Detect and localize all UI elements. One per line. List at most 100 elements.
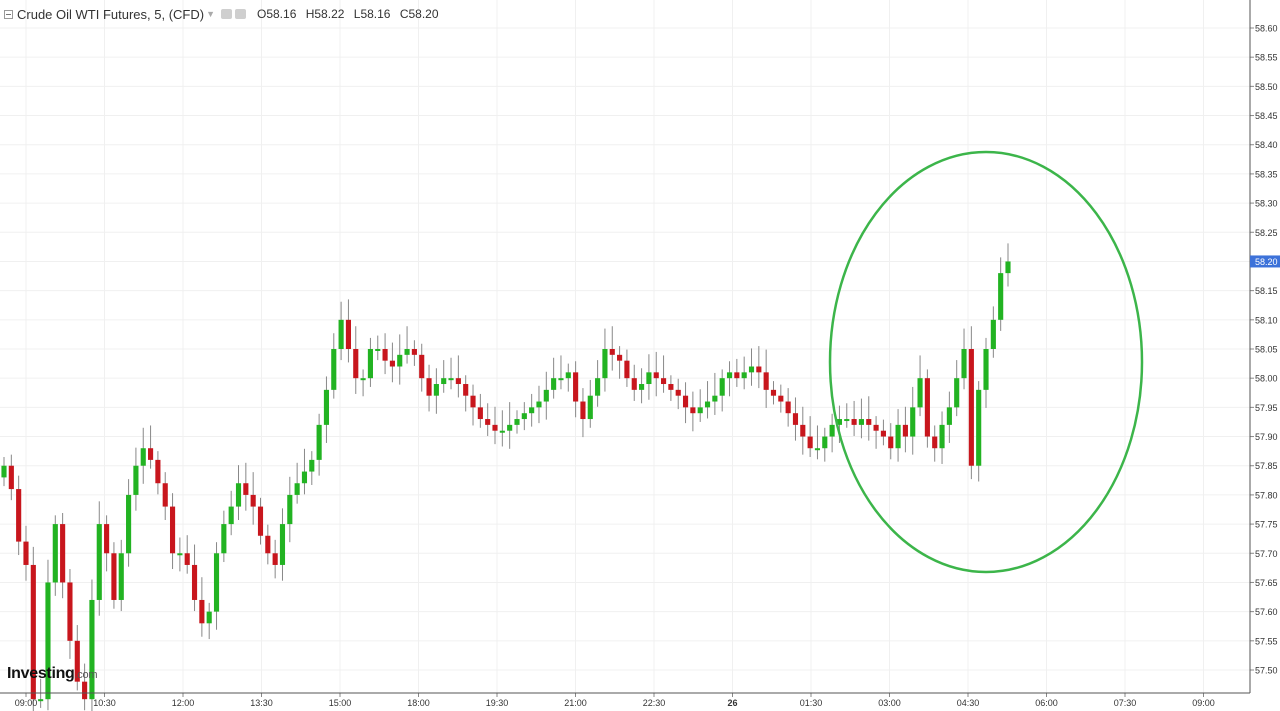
candle-body <box>778 395 784 402</box>
candles <box>1 243 1011 711</box>
candle-body <box>1005 261 1011 274</box>
logo-main: Investing <box>7 665 75 682</box>
candle-body <box>910 407 916 437</box>
candle-body <box>792 413 799 425</box>
candle-body <box>844 419 850 422</box>
candle-body <box>38 699 44 702</box>
candle-body <box>257 506 264 536</box>
open-value: O58.16 <box>257 7 297 21</box>
candle-body <box>485 419 491 425</box>
candle-body <box>323 389 330 425</box>
candle-body <box>140 448 146 466</box>
candle-body <box>924 378 930 437</box>
candle-body <box>529 407 535 414</box>
logo-suffix: .com <box>74 669 98 681</box>
highlight-ellipse <box>828 150 1144 574</box>
candle-body <box>191 564 198 600</box>
candle-body <box>30 564 36 700</box>
candle-body <box>631 378 637 390</box>
candle-body <box>426 378 432 396</box>
y-tick-label: 57.55 <box>1255 636 1278 646</box>
collapse-icon[interactable] <box>4 9 13 19</box>
candle-body <box>235 483 242 507</box>
y-tick-label: 57.70 <box>1255 549 1278 559</box>
candle-body <box>455 378 461 385</box>
candle-body <box>104 524 110 554</box>
candle-body <box>734 372 740 379</box>
candle-body <box>888 436 894 449</box>
y-tick-label: 58.40 <box>1255 140 1278 150</box>
candle-body <box>976 389 982 466</box>
candle-body <box>272 553 278 565</box>
y-tick-label: 58.25 <box>1255 228 1278 238</box>
last-price-label: 58.20 <box>1255 257 1278 267</box>
candle-body <box>118 553 124 600</box>
candle-body <box>375 349 381 351</box>
y-tick-label: 57.80 <box>1255 490 1278 500</box>
grid <box>0 0 1250 693</box>
candle-body <box>587 395 593 420</box>
candle-body <box>595 378 601 396</box>
y-tick-label: 57.95 <box>1255 403 1278 413</box>
last-price-badge <box>1250 255 1280 268</box>
candle-body <box>836 419 843 425</box>
candle-body <box>382 349 388 361</box>
candle-body <box>279 524 286 565</box>
chevron-down-icon[interactable]: ▼ <box>206 9 215 19</box>
candle-body <box>660 378 667 385</box>
x-tick-label: 26 <box>727 698 737 708</box>
candle-body <box>126 494 132 554</box>
candle-body <box>60 524 66 583</box>
x-tick-label: 13:30 <box>250 698 273 708</box>
candle-body <box>851 419 857 425</box>
candle-body <box>309 459 315 472</box>
candle-body <box>199 599 205 624</box>
candle-body <box>162 483 168 507</box>
candle-body <box>990 319 996 349</box>
candle-body <box>16 489 22 542</box>
candle-body <box>448 378 454 381</box>
y-tick-label: 58.00 <box>1255 374 1278 384</box>
investing-logo: Investing.com <box>7 665 97 683</box>
low-value: L58.16 <box>353 7 391 21</box>
candle-body <box>697 407 703 414</box>
ohlc-values: O58.16 H58.22 L58.16 C58.20 <box>257 7 445 21</box>
candle-body <box>243 483 249 495</box>
candle-body <box>726 372 733 379</box>
candle-body <box>206 611 212 624</box>
candle-body <box>441 378 447 385</box>
candle-body <box>169 506 176 554</box>
candle-body <box>822 436 828 449</box>
symbol-title[interactable]: Crude Oil WTI Futures, 5, (CFD) <box>17 6 205 22</box>
high-value: H58.22 <box>305 7 345 21</box>
candle-body <box>609 349 615 355</box>
candle-body <box>954 378 960 408</box>
candle-body <box>748 366 755 373</box>
x-tick-label: 21:00 <box>564 698 587 708</box>
candle-body <box>719 378 725 396</box>
x-tick-label: 04:30 <box>957 698 980 708</box>
candle-body <box>939 424 945 449</box>
eye-icon[interactable] <box>221 9 232 19</box>
candle-body <box>668 384 674 390</box>
y-tick-label: 57.65 <box>1255 578 1278 588</box>
candle-body <box>873 424 879 431</box>
candle-body <box>639 384 645 390</box>
candle-body <box>917 378 923 408</box>
y-tick-label: 58.50 <box>1255 82 1278 92</box>
candle-body <box>177 553 183 556</box>
candle-body <box>463 384 469 396</box>
candle-body <box>580 401 586 420</box>
candle-body <box>294 483 300 495</box>
y-tick-label: 58.35 <box>1255 169 1278 179</box>
candle-body <box>573 372 579 402</box>
x-tick-label: 15:00 <box>329 698 352 708</box>
candle-body <box>770 389 777 396</box>
gear-icon[interactable] <box>235 9 246 19</box>
candle-body <box>624 360 630 379</box>
candle-body <box>23 541 29 565</box>
candle-body <box>507 424 513 431</box>
candle-body <box>221 524 227 554</box>
